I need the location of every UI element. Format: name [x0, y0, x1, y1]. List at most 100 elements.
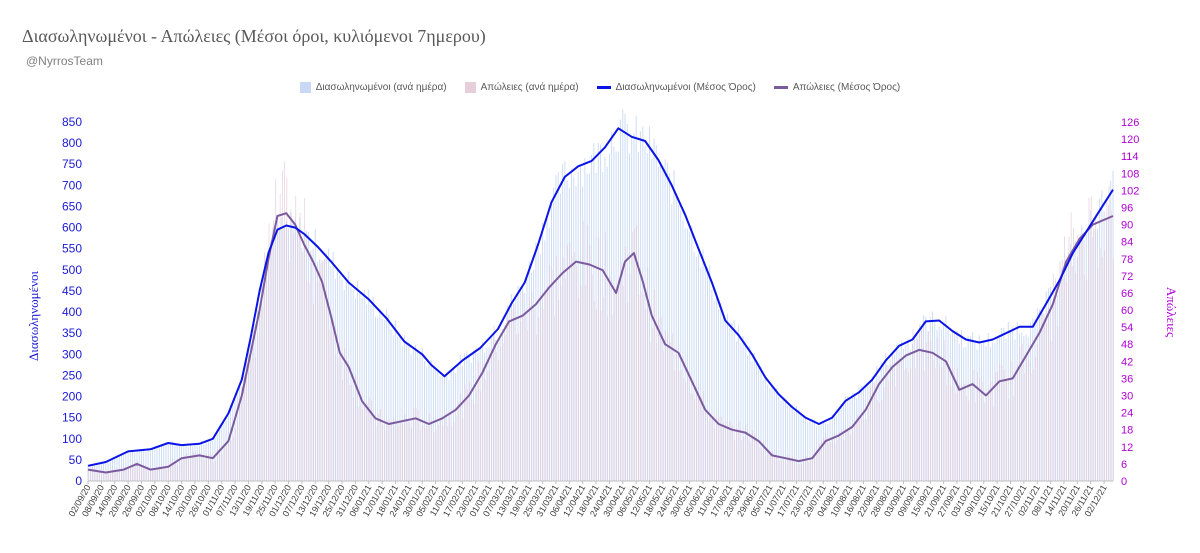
intubated-daily-bar: [114, 459, 116, 481]
deaths-daily-bar: [1017, 364, 1019, 481]
deaths-daily-bar: [393, 418, 395, 481]
legend-label-intubated-avg: Διασωληνωμένοι (Μέσος Όρος): [615, 82, 756, 93]
intubated-daily-bar: [854, 392, 855, 481]
deaths-daily-bar: [734, 440, 736, 481]
intubated-daily-bar: [695, 256, 697, 481]
intubated-daily-bar: [646, 153, 648, 481]
deaths-daily-bar: [319, 263, 321, 481]
deaths-daily-bar: [879, 402, 880, 481]
deaths-daily-bar: [520, 321, 522, 481]
deaths-daily-bar: [1001, 365, 1003, 481]
intubated-daily-bar: [718, 309, 720, 481]
y-tick-label: 400: [62, 305, 82, 319]
deaths-daily-bar: [707, 421, 709, 481]
y-tick-label: 750: [62, 157, 82, 171]
deaths-daily-bar: [478, 362, 479, 481]
deaths-daily-bar: [1035, 356, 1036, 481]
deaths-daily-bar: [923, 370, 925, 481]
intubated-daily-bar: [918, 335, 920, 481]
deaths-daily-bar: [466, 389, 468, 481]
deaths-daily-bar: [386, 420, 388, 481]
intubated-daily-bar: [738, 325, 740, 481]
intubated-daily-bar: [234, 395, 236, 481]
intubated-daily-bar: [642, 126, 644, 481]
deaths-daily-bar: [1026, 355, 1027, 481]
intubated-daily-bar: [657, 166, 659, 481]
intubated-daily-bar: [851, 392, 853, 481]
deaths-daily-bar: [326, 306, 328, 481]
legend-item-deaths-avg[interactable]: Απώλειες (Μέσος Όρος): [773, 82, 900, 93]
deaths-daily-bar: [417, 410, 419, 481]
intubated-daily-bar: [319, 259, 321, 481]
intubated-daily-bar: [751, 361, 753, 481]
deaths-daily-bar: [270, 248, 272, 481]
deaths-daily-bar: [504, 334, 506, 481]
intubated-daily-bar: [428, 364, 430, 481]
intubated-daily-bar: [1016, 322, 1018, 481]
intubated-daily-bar: [907, 339, 909, 481]
intubated-daily-bar: [900, 341, 902, 481]
intubated-daily-bar: [1023, 336, 1025, 481]
intubated-daily-bar: [789, 406, 791, 481]
deaths-daily-bar: [727, 423, 729, 481]
deaths-daily-bar: [921, 325, 923, 481]
deaths-daily-bar: [981, 381, 983, 481]
deaths-daily-bar: [230, 440, 232, 481]
deaths-daily-bar: [678, 370, 680, 481]
legend-item-intubated-daily[interactable]: Διασωληνωμένοι (ανά ημέρα): [299, 82, 447, 93]
intubated-daily-bar: [1072, 265, 1074, 481]
daily-bars-group: [87, 109, 1114, 482]
intubated-daily-bar: [272, 227, 274, 481]
intubated-daily-bar: [510, 293, 512, 481]
deaths-daily-bar: [1015, 371, 1016, 481]
deaths-daily-bar: [798, 464, 800, 481]
deaths-daily-bar: [740, 440, 742, 481]
intubated-daily-bar: [495, 339, 497, 481]
deaths-daily-bar: [934, 368, 936, 481]
intubated-daily-bar: [825, 423, 827, 481]
intubated-daily-bar: [791, 405, 793, 481]
deaths-daily-bar: [605, 232, 606, 481]
intubated-daily-bar: [793, 411, 795, 481]
intubated-daily-bar: [753, 352, 755, 481]
deaths-daily-bar: [150, 470, 152, 481]
deaths-daily-bar: [215, 460, 216, 481]
deaths-daily-bar: [422, 424, 424, 481]
intubated-daily-bar: [564, 161, 566, 481]
intubated-daily-bar: [325, 253, 327, 481]
y-tick-label: 100: [62, 432, 82, 446]
intubated-daily-bar: [566, 180, 568, 482]
intubated-daily-bar: [845, 396, 847, 481]
intubated-daily-bar: [702, 249, 704, 481]
deaths-daily-bar: [689, 393, 691, 481]
deaths-daily-bar: [801, 463, 802, 481]
intubated-daily-bar: [172, 441, 174, 481]
deaths-daily-bar: [382, 424, 384, 481]
deaths-daily-bar: [1084, 275, 1085, 481]
deaths-daily-bar: [591, 274, 593, 481]
deaths-daily-bar: [457, 402, 459, 481]
deaths-daily-bar: [894, 386, 896, 481]
intubated-daily-bar: [780, 401, 782, 481]
legend-item-deaths-daily[interactable]: Απώλειες (ανά ημέρα): [464, 82, 579, 93]
y-tick-label: 350: [62, 326, 82, 340]
intubated-daily-bar: [504, 325, 506, 481]
intubated-daily-bar: [548, 227, 550, 481]
intubated-daily-bar: [998, 334, 1000, 481]
intubated-daily-bar: [588, 173, 590, 481]
intubated-daily-bar: [310, 250, 312, 481]
intubated-daily-bar: [898, 350, 900, 481]
intubated-daily-bar: [530, 272, 532, 481]
intubated-daily-bar: [840, 403, 842, 481]
intubated-daily-bar: [693, 252, 695, 481]
intubated-daily-bar: [758, 363, 760, 481]
intubated-daily-bar: [201, 440, 203, 481]
deaths-daily-bar: [348, 385, 350, 481]
deaths-daily-bar: [117, 471, 118, 481]
deaths-daily-bar: [152, 468, 154, 481]
deaths-daily-bar: [676, 354, 678, 481]
deaths-daily-bar: [627, 302, 629, 481]
deaths-daily-bar: [141, 466, 143, 481]
intubated-daily-bar: [408, 342, 410, 481]
legend-item-intubated-avg[interactable]: Διασωληνωμένοι (Μέσος Όρος): [596, 82, 756, 93]
